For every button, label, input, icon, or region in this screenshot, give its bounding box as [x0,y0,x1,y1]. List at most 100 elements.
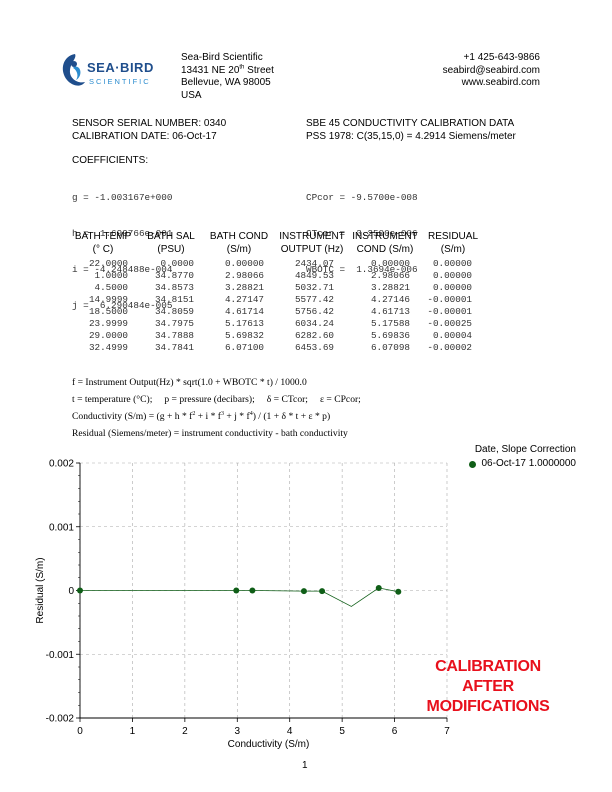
table-cell: 18.5000 [88,306,128,317]
company-email[interactable]: seabird@seabird.com [442,64,540,76]
table-row: 22.0000 0.0000 0.00000 2434.07 0.00000 0.0000… [72,258,492,270]
table-cell: -0.00001 [427,294,472,305]
table-cell: 4.27146 [370,294,410,305]
chart-legend: Date, Slope Correction 06-Oct-17 1.00000… [469,443,576,471]
table-cell: 32.4999 [88,342,128,353]
table-cell: 3.28821 [224,282,264,293]
table-cell: 34.8151 [154,294,194,305]
calibration-date: CALIBRATION DATE: 06-Oct-17 [72,130,217,142]
company-country: USA [181,89,202,101]
data-point [77,587,83,594]
table-cell: 1.0000 [94,270,128,281]
formulas: f = Instrument Output(Hz) * sqrt(1.0 + W… [72,374,361,442]
calibration-title-block: SBE 45 CONDUCTIVITY CALIBRATION DATA PSS… [306,118,516,143]
coefficient-ctcor: CTcor = 3.2500e-006 [306,228,418,239]
table-cell: 0.00000 [432,270,472,281]
header-bath-cond: BATH COND (S/m) [209,231,269,255]
table-cell: 0.00000 [224,258,264,269]
header-instrument-output: INSTRUMENT OUTPUT (Hz) [279,231,345,255]
y-tick-label: 0 [68,586,74,597]
data-point [300,588,307,595]
table-cell: 34.8770 [154,270,194,281]
table-row: 23.9999 34.7975 5.17613 6034.24 5.17588 -0.00… [72,318,492,330]
header-residual: RESIDUAL (S/m) [427,231,478,255]
table-cell: 5756.42 [294,306,334,317]
table-row: 32.4999 34.7841 6.07100 6453.69 6.07098 -0.00… [72,342,492,354]
table-cell: -0.00002 [427,342,472,353]
y-tick-label: -0.002 [46,714,75,725]
table-row: 4.5000 34.8573 3.28821 5032.71 3.28821 0.0000… [72,282,492,294]
coefficient-h: h = 1.699766e-001 [72,228,173,239]
x-tick-label: 0 [77,726,83,737]
legend-entry: 06-Oct-17 1.0000000 [469,457,576,471]
pss-value: PSS 1978: C(35,15,0) = 4.2914 Siemens/me… [306,130,516,142]
table-cell: 6282.60 [294,330,334,341]
data-point [375,584,382,591]
table-row: 18.5000 34.8059 4.61714 5756.42 4.61713 -0.00… [72,306,492,318]
formula-frequency: f = Instrument Output(Hz) * sqrt(1.0 + W… [72,377,307,388]
header-bath-temp: BATH TEMP (° C) [74,231,132,255]
formula-conductivity: Conductivity (S/m) = (g + h * f2 + i * f… [72,410,331,422]
seabird-logo-icon [62,54,85,86]
y-axis-label: Residual (S/m) [35,557,46,623]
x-tick-label: 3 [235,726,241,737]
table-cell: 2.98066 [224,270,264,281]
calibration-title: SBE 45 CONDUCTIVITY CALIBRATION DATA [306,118,515,129]
table-cell: 23.9999 [88,318,128,329]
sensor-serial: SENSOR SERIAL NUMBER: 0340 [72,118,227,129]
table-cell: 5.69832 [224,330,264,341]
table-cell: 5.17588 [370,318,410,329]
table-cell: 4.61713 [370,306,410,317]
coefficient-cpcor: CPcor = -9.5700e-008 [306,192,418,203]
y-tick-label: -0.001 [46,650,75,661]
table-cell: 5.69836 [370,330,410,341]
data-point [249,587,256,594]
page-number: 1 [302,760,308,771]
table-cell: 5032.71 [294,282,334,293]
coefficients-left: g = -1.003167e+000 h = 1.699766e-001 i =… [72,168,172,324]
coefficients-right: CPcor = -9.5700e-008 CTcor = 3.2500e-006… [306,168,418,288]
table-body: 22.0000 0.0000 0.00000 2434.07 0.00000 0.0000… [72,258,492,358]
table-cell: 4.61714 [224,306,264,317]
table-cell: 4.5000 [94,282,128,293]
formula-variables: t = temperature (°C); p = pressure (deci… [72,394,361,405]
x-tick-label: 7 [444,726,450,737]
table-cell: 22.0000 [88,258,128,269]
stamp-line-1: CALIBRATION [435,658,541,675]
table-cell: 0.0000 [160,258,194,269]
table-row: 14.9999 34.8151 4.27147 5577.42 4.27146 -0.00… [72,294,492,306]
company-phone: +1 425-643-9866 [463,52,540,63]
table-cell: 0.00004 [432,330,472,341]
coefficient-g: g = -1.003167e+000 [72,192,173,203]
coefficients-heading: COEFFICIENTS: [72,155,149,166]
table-row: 29.0000 34.7888 5.69832 6282.60 5.69836 0.000… [72,330,492,342]
company-city: Bellevue, WA 98005 [181,77,271,88]
legend-marker-icon [469,460,477,468]
table-cell: 6453.69 [294,342,334,353]
header-instrument-cond: INSTRUMENT COND (S/m) [352,231,418,255]
y-tick-label: 0.001 [49,522,74,533]
company-address: Sea-Bird Scientific 13431 NE 20th Street… [181,52,274,102]
table-cell: 2434.07 [294,258,334,269]
table-cell: -0.00001 [427,306,472,317]
logo-subtext: SCIENTIFIC [89,77,151,86]
table-cell: 0.00000 [432,282,472,293]
header-bath-sal: BATH SAL (PSU) [147,231,195,255]
x-tick-label: 6 [392,726,398,737]
table-cell: 6.07100 [224,342,264,353]
table-row: 1.0000 34.8770 2.98066 4849.53 2.98066 0.0000… [72,270,492,282]
table-cell: 3.28821 [370,282,410,293]
coefficient-i: i = -4.248488e-004 [72,264,173,275]
company-website[interactable]: www.seabird.com [461,77,540,88]
data-point [395,588,402,595]
x-tick-label: 5 [339,726,345,737]
stamp-line-3: MODIFICATIONS [426,698,550,715]
formula-residual: Residual (Siemens/meter) = instrument co… [72,428,348,439]
table-cell: 0.00000 [432,258,472,269]
table-cell: 14.9999 [88,294,128,305]
company-name: Sea-Bird Scientific [181,52,263,63]
modification-stamp: CALIBRATION AFTER MODIFICATIONS [408,657,568,717]
data-point [319,588,326,595]
table-cell: 34.8573 [154,282,194,293]
table-cell: 0.00000 [370,258,410,269]
